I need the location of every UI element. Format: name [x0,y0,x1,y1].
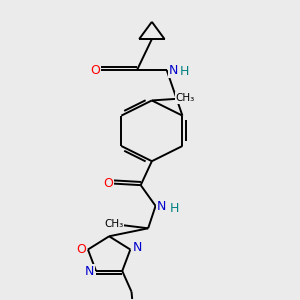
Text: H: H [169,202,179,215]
Text: N: N [169,64,178,76]
Text: CH₃: CH₃ [104,218,124,229]
Text: N: N [132,242,142,254]
Text: N: N [157,200,166,213]
Text: CH₃: CH₃ [176,93,195,103]
Text: N: N [85,266,94,278]
Text: O: O [76,243,86,256]
Text: O: O [103,177,113,190]
Text: H: H [180,64,189,78]
Text: O: O [90,64,100,76]
